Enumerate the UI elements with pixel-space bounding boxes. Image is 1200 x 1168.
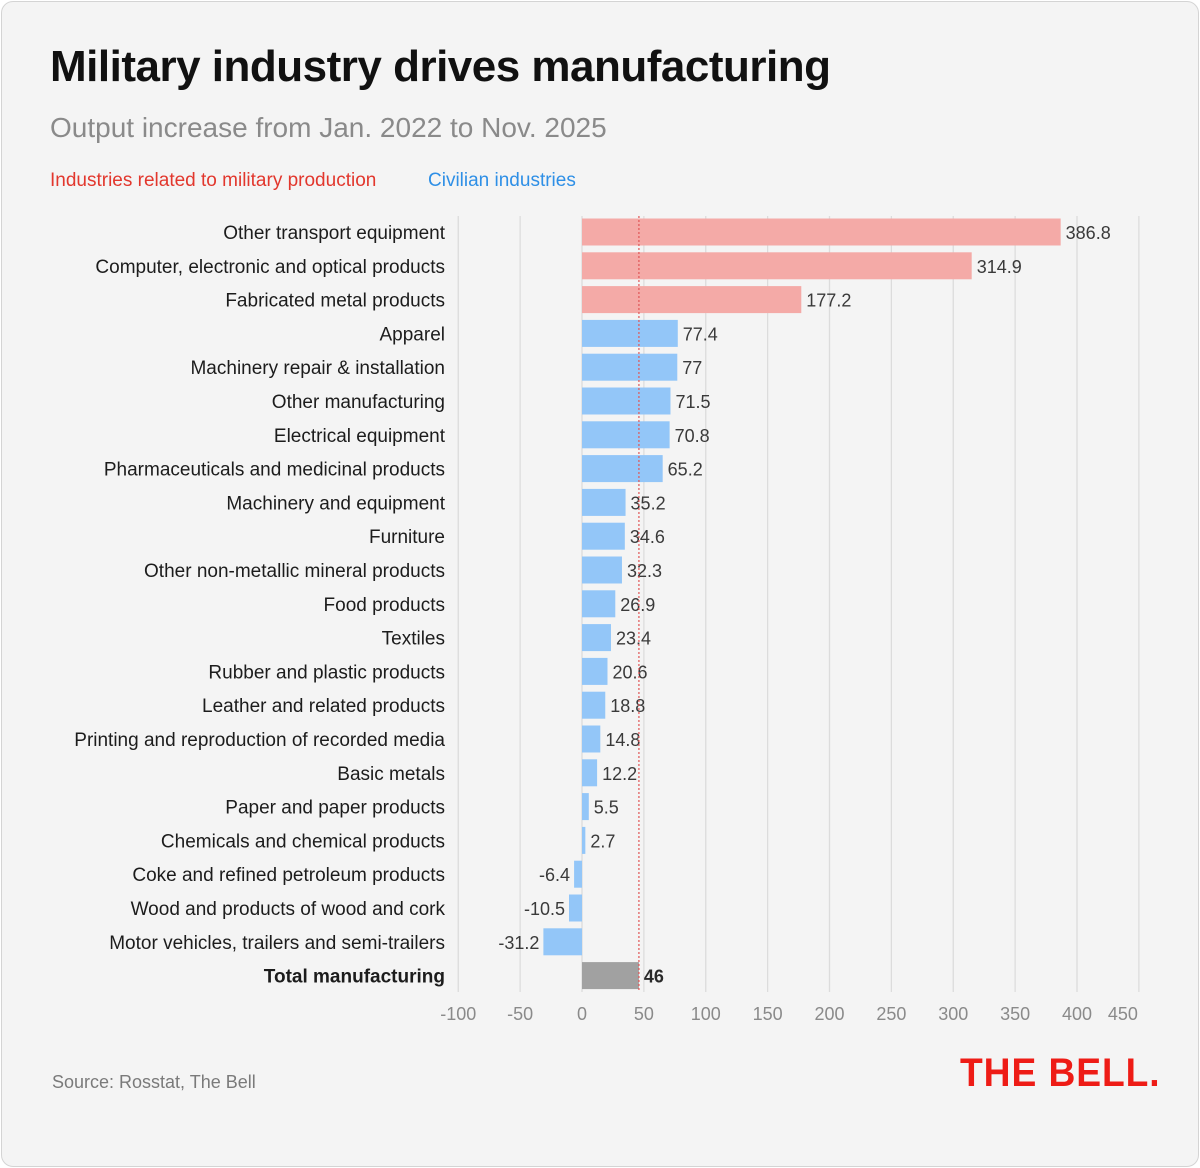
bar <box>582 793 589 821</box>
category-label: Textiles <box>382 629 445 650</box>
chart-title: Military industry drives manufacturing <box>50 42 831 91</box>
source-note: Source: Rosstat, The Bell <box>52 1072 256 1092</box>
data-label: 314.9 <box>977 257 1022 277</box>
the-bell-logo: THE BELL. <box>960 1051 1161 1095</box>
bar <box>582 725 601 753</box>
bar <box>582 286 802 314</box>
category-label: Motor vehicles, trailers and semi-traile… <box>109 933 445 954</box>
legend-civilian: Civilian industries <box>428 170 576 191</box>
bar <box>582 353 678 381</box>
data-label: 46 <box>644 967 664 987</box>
bar <box>569 894 582 922</box>
data-label: 12.2 <box>602 764 637 784</box>
bar <box>582 691 606 719</box>
bar <box>582 624 611 652</box>
category-label: Other manufacturing <box>272 392 445 413</box>
data-label: 14.8 <box>605 730 640 750</box>
bar <box>582 556 622 584</box>
category-label: Printing and reproduction of recorded me… <box>74 730 445 751</box>
data-label: 5.5 <box>594 798 619 818</box>
category-label: Basic metals <box>337 764 445 785</box>
data-label: 77.4 <box>683 324 718 344</box>
x-tick-label: 350 <box>1000 1004 1030 1024</box>
category-label: Furniture <box>369 527 445 548</box>
data-label: 35.2 <box>631 493 666 513</box>
category-label: Other transport equipment <box>223 223 446 244</box>
data-label: 77 <box>682 358 702 378</box>
category-label: Coke and refined petroleum products <box>132 865 445 886</box>
bar <box>582 252 972 280</box>
category-label: Electrical equipment <box>274 426 446 447</box>
x-tick-label: 450 <box>1108 1004 1138 1024</box>
x-tick-label: -50 <box>507 1004 533 1024</box>
data-label: 177.2 <box>806 291 851 311</box>
data-label: 20.6 <box>612 662 647 682</box>
bar <box>582 488 626 516</box>
x-tick-label: 400 <box>1062 1004 1092 1024</box>
category-label: Food products <box>324 595 445 616</box>
x-tick-label: 100 <box>691 1004 721 1024</box>
data-label: 18.8 <box>610 696 645 716</box>
x-tick-label: 200 <box>814 1004 844 1024</box>
x-tick-label: 300 <box>938 1004 968 1024</box>
category-label: Other non-metallic mineral products <box>144 561 445 582</box>
category-label: Fabricated metal products <box>225 291 445 312</box>
data-label: -10.5 <box>524 899 565 919</box>
x-tick-label: 50 <box>634 1004 654 1024</box>
data-label: -6.4 <box>539 865 570 885</box>
category-label: Pharmaceuticals and medicinal products <box>104 460 445 481</box>
category-label: Machinery and equipment <box>226 493 445 514</box>
data-label: 34.6 <box>630 527 665 547</box>
bar <box>582 657 608 685</box>
legend-military: Industries related to military productio… <box>50 170 377 191</box>
data-label: 71.5 <box>675 392 710 412</box>
data-label: 2.7 <box>590 831 615 851</box>
bar <box>582 387 671 415</box>
x-tick-label: -100 <box>440 1004 476 1024</box>
bar <box>582 826 586 854</box>
data-label: 70.8 <box>675 426 710 446</box>
data-label: 32.3 <box>627 561 662 581</box>
data-label: 23.4 <box>616 629 651 649</box>
category-label: Chemicals and chemical products <box>161 831 445 852</box>
category-label: Apparel <box>380 324 446 345</box>
chart-subtitle: Output increase from Jan. 2022 to Nov. 2… <box>50 112 607 143</box>
data-label: 26.9 <box>620 595 655 615</box>
category-label: Rubber and plastic products <box>208 662 445 683</box>
data-label: 65.2 <box>668 460 703 480</box>
bar <box>574 860 582 888</box>
x-tick-label: 250 <box>876 1004 906 1024</box>
bar <box>582 522 625 550</box>
category-label: Computer, electronic and optical product… <box>95 257 445 278</box>
bar <box>582 962 639 990</box>
bar <box>582 759 598 787</box>
x-tick-label: 150 <box>753 1004 783 1024</box>
data-label: 386.8 <box>1066 223 1111 243</box>
category-label: Leather and related products <box>202 696 445 717</box>
bar-chart: -100 -50 0 50 100 150 200 250 300 350 400 450 Other … <box>74 216 1140 1024</box>
bar <box>582 319 678 347</box>
category-label: Total manufacturing <box>264 967 445 988</box>
bar <box>582 455 663 483</box>
category-label: Paper and paper products <box>225 798 445 819</box>
data-label: -31.2 <box>498 933 539 953</box>
bar <box>582 590 616 618</box>
bar <box>582 218 1061 246</box>
bar <box>543 928 582 956</box>
category-label: Wood and products of wood and cork <box>131 899 446 920</box>
bar <box>582 421 670 449</box>
category-label: Machinery repair & installation <box>190 358 445 379</box>
x-tick-label: 0 <box>577 1004 587 1024</box>
